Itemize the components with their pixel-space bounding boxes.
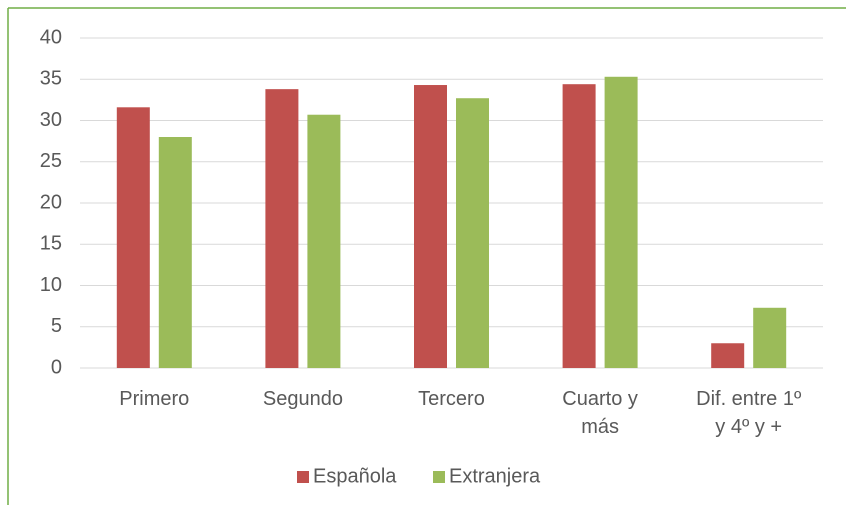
bar bbox=[116, 107, 150, 369]
x-tick-label: Dif. entre 1º y 4º y + bbox=[696, 388, 802, 438]
y-tick-label: 15 bbox=[40, 233, 62, 255]
bar bbox=[307, 114, 341, 368]
legend-swatch bbox=[297, 471, 309, 483]
y-tick-label: 20 bbox=[40, 191, 62, 213]
y-tick-label: 0 bbox=[51, 356, 62, 378]
y-tick-label: 10 bbox=[40, 274, 62, 296]
legend-label: Española bbox=[313, 465, 397, 487]
bar bbox=[604, 76, 638, 369]
legend-label: Extranjera bbox=[449, 465, 541, 487]
bar bbox=[414, 85, 447, 369]
x-tick-label: Segundo bbox=[263, 388, 343, 410]
bar bbox=[753, 307, 787, 368]
y-tick-label: 30 bbox=[40, 109, 62, 131]
x-tick-label: Tercero bbox=[418, 388, 485, 410]
y-tick-label: 25 bbox=[40, 150, 62, 172]
bar bbox=[711, 343, 745, 368]
bar bbox=[265, 89, 299, 369]
legend-swatch bbox=[433, 471, 445, 483]
y-tick-label: 35 bbox=[40, 68, 62, 90]
x-tick-label: Cuarto y más bbox=[562, 388, 638, 438]
bar bbox=[562, 84, 596, 368]
bar bbox=[456, 98, 489, 368]
y-tick-label: 5 bbox=[51, 315, 62, 337]
x-tick-label: Primero bbox=[119, 388, 189, 410]
bar bbox=[158, 137, 192, 368]
y-tick-label: 40 bbox=[40, 26, 62, 48]
